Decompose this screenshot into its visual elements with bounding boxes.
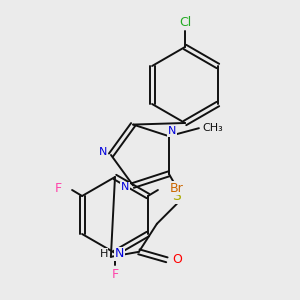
Text: Cl: Cl bbox=[179, 16, 191, 28]
Text: F: F bbox=[55, 182, 62, 194]
Text: O: O bbox=[172, 253, 182, 266]
Text: N: N bbox=[168, 126, 176, 136]
Text: F: F bbox=[111, 268, 118, 281]
Text: N: N bbox=[115, 247, 124, 260]
Text: N: N bbox=[121, 182, 129, 192]
Text: N: N bbox=[99, 147, 107, 157]
Text: H: H bbox=[100, 249, 108, 259]
Text: CH₃: CH₃ bbox=[202, 123, 223, 133]
Text: S: S bbox=[172, 189, 181, 203]
Text: Br: Br bbox=[170, 182, 184, 194]
